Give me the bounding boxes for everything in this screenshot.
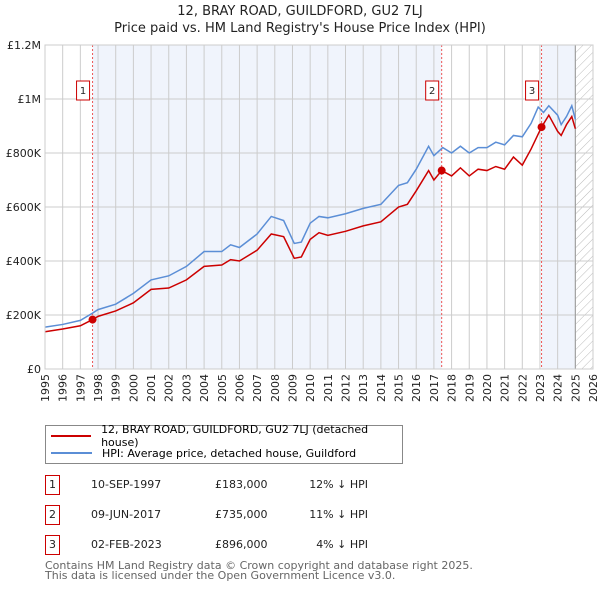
x-tick-label: 2021 [499,374,512,402]
legend-item-hpi: HPI: Average price, detached house, Guil… [51,445,356,461]
x-tick-label: 2000 [127,374,140,402]
x-tick-label: 2025 [569,374,582,402]
x-tick-label: 2016 [410,374,423,402]
chart-subtitle: Price paid vs. HM Land Registry's House … [114,21,486,36]
x-tick-label: 2004 [198,374,211,402]
footer: Contains HM Land Registry data © Crown c… [45,559,473,582]
sale-hpi-diff: 12% ↓ HPI [309,478,368,491]
x-tick-label: 2024 [552,374,565,402]
sale-hpi-diff: 11% ↓ HPI [309,508,368,521]
plot-area: 1995 1996 1997 1998 1999 2000 2001 2002 2003 2004… [6,39,600,402]
x-tick-label: 1996 [57,374,70,402]
y-tick-label: £800K [6,147,42,160]
x-tick-label: 2008 [269,374,282,402]
sale-date: 10-SEP-1997 [91,478,162,491]
x-tick-label: 1998 [92,374,105,402]
footer-line: This data is licensed under the Open Gov… [45,569,396,582]
sale-number: 3 [45,535,60,555]
x-tick-label: 1995 [39,374,52,402]
x-tick-label: 2007 [251,374,264,402]
price-paid-line [44,113,577,333]
x-tick-label: 1997 [74,374,87,402]
sale-hpi-diff: 4% ↓ HPI [316,538,368,551]
x-tick-label: 2026 [587,374,600,402]
sale-price: £735,000 [215,508,268,521]
sale-point [437,166,446,175]
x-tick-label: 2017 [428,374,441,402]
chart-title: 12, BRAY ROAD, GUILDFORD, GU2 7LJ [177,4,423,19]
x-tick-label: 2002 [163,374,176,402]
sale-point [88,315,97,324]
legend-label: HPI: Average price, detached house, Guil… [102,446,357,460]
sale-number-label: 1 [80,86,86,97]
y-tick-label: £0 [27,363,41,376]
y-tick-label: £1M [18,93,42,106]
hpi-line [44,103,577,328]
x-tick-label: 2001 [145,374,158,402]
x-tick-label: 2015 [393,374,406,402]
y-tick-label: £1.2M [7,39,41,52]
x-tick-label: 1999 [110,374,123,402]
x-tick-label: 2003 [180,374,193,402]
sale-number-box [76,80,91,101]
x-tick-label: 2010 [304,374,317,402]
x-tick-label: 2020 [481,374,494,402]
y-tick-label: £600K [6,201,42,214]
sale-date: 02-FEB-2023 [91,538,162,551]
legend-item-property: 12, BRAY ROAD, GUILDFORD, GU2 7LJ (detac… [51,423,402,449]
y-tick-label: £400K [6,255,42,268]
x-tick-label: 2005 [216,374,229,402]
sale-price: £183,000 [215,478,268,491]
legend: 12, BRAY ROAD, GUILDFORD, GU2 7LJ (detac… [45,423,403,464]
sale-price: £896,000 [215,538,268,551]
sale-number: 2 [45,505,60,525]
sale-number-label: 3 [529,86,535,97]
x-tick-label: 2018 [446,374,459,402]
legend-swatch [51,435,92,437]
x-tick-label: 2013 [357,374,370,402]
sale-date: 09-JUN-2017 [91,508,162,521]
sale-point [537,123,546,132]
sale-number: 1 [45,475,60,495]
x-tick-label: 2009 [286,374,299,402]
plot-border [44,44,594,370]
sale-number-label: 2 [429,86,435,97]
x-tick-label: 2014 [375,374,388,402]
legend-label: 12, BRAY ROAD, GUILDFORD, GU2 7LJ (detac… [101,423,369,449]
x-tick-label: 2011 [322,374,335,402]
footer-line: Contains HM Land Registry data © Crown c… [45,559,473,572]
x-tick-label: 2022 [516,374,529,402]
x-tick-label: 2019 [463,374,476,402]
sale-number-box [425,80,440,101]
x-tick-label: 2012 [340,374,353,402]
legend-swatch [51,452,92,454]
y-tick-label: £200K [6,309,42,322]
sale-number-box [525,80,540,101]
x-tick-label: 2023 [534,374,547,402]
x-tick-label: 2006 [233,374,246,402]
